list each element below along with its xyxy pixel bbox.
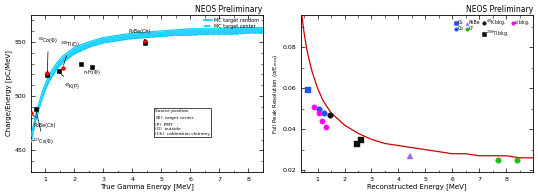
Text: n-H($\Phi$): n-H($\Phi$) [81, 64, 101, 77]
X-axis label: Reconstructed Energy [MeV]: Reconstructed Energy [MeV] [367, 183, 467, 190]
Text: Source position
($\Phi$)  target center
(P)  PMT
(O)  outside
(Ch)  calibration : Source position ($\Phi$) target center (… [155, 109, 210, 136]
Legend: Cs, Co, PoBe, Cf, $^{40}$K bkg., $^{208}$Tl bkg., $\alpha$ bkg.: Cs, Co, PoBe, Cf, $^{40}$K bkg., $^{208}… [452, 16, 532, 41]
Text: PoBe(Ch): PoBe(Ch) [128, 29, 151, 41]
Text: $^{40}$K(P): $^{40}$K(P) [61, 73, 80, 92]
Text: NEOS Preliminary: NEOS Preliminary [195, 5, 263, 14]
Legend: MC target random, MC target center: MC target random, MC target center [202, 16, 261, 31]
Text: $^{208}$Tl(O): $^{208}$Tl(O) [60, 40, 80, 65]
Y-axis label: Charge/Energy [pC/MeV]: Charge/Energy [pC/MeV] [5, 51, 12, 136]
X-axis label: True Gamma Energy [MeV]: True Gamma Energy [MeV] [100, 183, 194, 190]
Text: PoBe(Ch): PoBe(Ch) [33, 115, 56, 128]
Text: NEOS Preliminary: NEOS Preliminary [466, 5, 533, 14]
Text: $^{137}$Cs($\Phi$): $^{137}$Cs($\Phi$) [32, 112, 54, 147]
Y-axis label: Full Peak Resolution ($\sigma$/E$_\mathrm{reco}$): Full Peak Resolution ($\sigma$/E$_\mathr… [271, 53, 280, 134]
Text: $^{60}$Co($\Phi$): $^{60}$Co($\Phi$) [38, 36, 59, 73]
